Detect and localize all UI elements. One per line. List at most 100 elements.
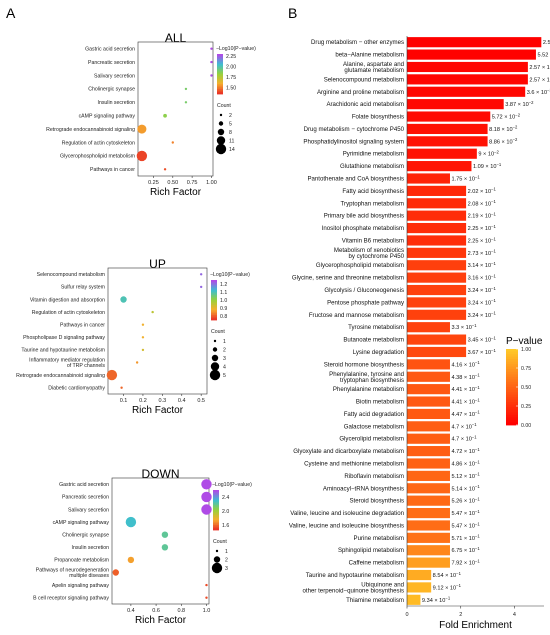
bar-value-mantissa: 2.25: [468, 238, 479, 244]
size-legend-dot: [211, 562, 223, 574]
color-legend-swatch: [217, 92, 223, 95]
bar-category-label-line: Fatty acid degradation: [344, 411, 404, 418]
bar-value-times: × 10: [478, 226, 491, 232]
color-legend-swatch: [213, 528, 219, 531]
pvalue-legend-swatch: [506, 349, 518, 352]
bar: [407, 371, 450, 382]
size-legend-dot: [211, 354, 219, 362]
bar-value-label: 4.72 × 10−1: [451, 447, 480, 455]
bar-category-label-line: Pantothenate and CoA biosynthesis: [307, 176, 404, 183]
bar-value-label: 2.57 × 10−2: [529, 63, 550, 71]
size-legend-title: Count: [213, 539, 227, 545]
pvalue-legend-swatch: [506, 402, 518, 406]
data-point: [205, 596, 208, 599]
pvalue-legend-label: 0.25: [521, 404, 531, 410]
color-legend-swatch: [211, 296, 217, 299]
bar-value-times: × 10: [462, 387, 475, 393]
bar-value-label: 5.47 × 10−1: [451, 509, 480, 517]
bar-value-exponent: −2: [547, 88, 550, 93]
row-label: Sulfur relay system: [61, 285, 105, 291]
size-legend-label: 5: [223, 373, 226, 379]
bar-value-exponent: −1: [475, 447, 480, 452]
bar-category-label: Valine, leucine and isoleucine degradati…: [290, 510, 404, 517]
bar-category-label-line: Caffeine metabolism: [349, 560, 404, 567]
bar-category-label: Galactose metabolism: [344, 423, 404, 430]
data-point: [199, 273, 203, 276]
dot-chart-all: ALL Gastric acid secretion Pancreatic secr…: [46, 31, 256, 198]
bar: [407, 433, 450, 444]
bar-value-exponent: −1: [491, 199, 496, 204]
bar: [407, 594, 421, 605]
pvalue-legend-swatch: [506, 387, 518, 390]
bar-value-mantissa: 4.41: [451, 400, 462, 406]
bar-category-label: Metabolism of xenobiotics by cytochrome P…: [334, 247, 405, 260]
color-legend-swatch: [213, 501, 219, 504]
color-legend-swatch: [217, 89, 223, 92]
bar-chart-fold-enrichment: Drug metabolism − other enzymes 2.51 × 10…: [289, 36, 550, 631]
bar: [407, 235, 467, 246]
bar-category-label: Glycine, serine and threonine metabolism: [292, 275, 404, 282]
data-point: [136, 150, 148, 162]
bar-value-exponent: −1: [475, 546, 480, 551]
bar-value-mantissa: 5.14: [451, 486, 462, 492]
bar-category-label: Lysine degradation: [353, 349, 404, 356]
color-legend-swatch: [213, 515, 219, 518]
bar-value-exponent: −1: [475, 534, 480, 539]
row-label: cAMP signaling pathway: [53, 520, 110, 526]
pvalue-legend-swatch: [506, 407, 518, 411]
bar-category-label: Phosphatidylinositol signaling system: [303, 138, 404, 145]
bar-value-mantissa: 2.51: [543, 40, 550, 46]
x-tick-label: 0.2: [139, 398, 147, 404]
row-label: Taurine and hypotaurine metabolism: [21, 348, 105, 354]
bar-value-times: × 10: [462, 400, 475, 406]
bar-value-mantissa: 5.47: [451, 511, 462, 517]
bar-value-mantissa: 2.57: [529, 77, 540, 83]
color-legend-swatch: [211, 280, 217, 283]
data-point: [106, 369, 118, 381]
pvalue-legend-label: 0.75: [521, 366, 531, 372]
bar-category-label-line: Phenylalanine metabolism: [333, 386, 404, 393]
row-label: B cell receptor signaling pathway: [33, 596, 109, 602]
bar-value-exponent: −1: [475, 472, 480, 477]
bar: [407, 346, 467, 358]
bar: [407, 136, 488, 147]
x-tick-label: 0.3: [159, 398, 167, 404]
color-legend-label: 0.9: [220, 306, 227, 312]
bar-value-exponent: −1: [475, 397, 480, 402]
bar-value-exponent: −2: [529, 100, 534, 105]
bar-category-label: Arginine and proline metabolism: [317, 89, 404, 96]
bar-category-label-line: Inositol phosphate metabolism: [322, 225, 404, 232]
row-label: Retrograde endocannabinoid signaling: [46, 127, 135, 133]
bar-category-label: Sphingolipid metabolism: [338, 547, 404, 554]
bar-value-label: 2.73 × 10−1: [468, 249, 497, 257]
bar-category-label: Drug metabolism − cytochrome P450: [304, 126, 405, 133]
bar-category-label-line: Valine, leucine and isoleucine biosynthe…: [289, 522, 404, 529]
data-point: [201, 504, 212, 515]
bar-value-mantissa: 2.73: [468, 251, 479, 257]
color-legend-swatch: [217, 79, 223, 82]
row-label: Regulation of actin cytoskeleton: [32, 310, 105, 316]
bar-value-exponent: −1: [491, 261, 496, 266]
bar-value-times: × 10: [462, 375, 475, 381]
bar-category-label-line: Arachidonic acid metabolism: [326, 101, 404, 108]
bar-value-exponent: −1: [475, 373, 480, 378]
color-legend-swatch: [213, 525, 219, 528]
bar-category-label-line: Biotin metabolism: [356, 399, 404, 406]
bar-value-label: 4.47 × 10−1: [451, 410, 480, 418]
color-legend-label: 2.25: [226, 54, 236, 60]
color-legend-swatch: [213, 490, 219, 493]
color-legend-swatch: [211, 301, 217, 304]
bar-category-label: Folate biosynthesis: [352, 114, 404, 121]
bar-value-times: × 10: [462, 412, 475, 418]
bar-value-label: 3.6 × 10−2: [527, 88, 550, 96]
data-point: [210, 60, 213, 64]
bar: [407, 421, 450, 432]
bar: [407, 458, 450, 469]
color-legend-swatch: [211, 295, 217, 298]
bar-value-label: 2.02 × 10−1: [468, 187, 497, 195]
bar-value-times: × 10: [503, 115, 516, 121]
bar: [407, 272, 467, 283]
pvalue-legend-label: 0.00: [521, 423, 531, 429]
color-legend-swatch: [211, 290, 217, 293]
x-tick-label: 0.4: [127, 608, 135, 614]
